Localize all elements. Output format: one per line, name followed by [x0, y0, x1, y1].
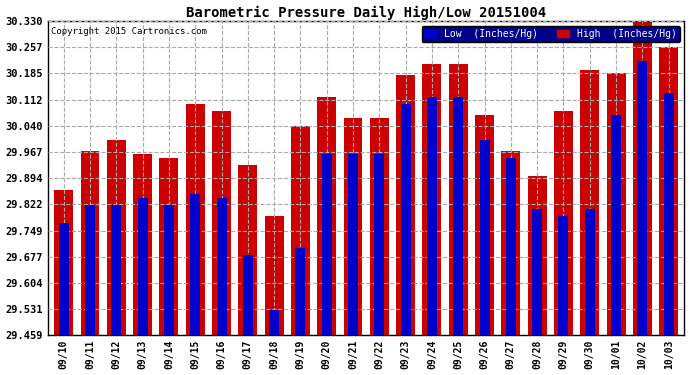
Bar [243, 255, 253, 335]
Bar [638, 61, 647, 335]
Bar [111, 205, 121, 335]
Bar [584, 209, 595, 335]
Bar [611, 115, 621, 335]
Bar [133, 154, 152, 335]
Bar [480, 140, 489, 335]
Bar [107, 140, 126, 335]
Bar [269, 310, 279, 335]
Bar [427, 97, 437, 335]
Legend: Low  (Inches/Hg), High  (Inches/Hg): Low (Inches/Hg), High (Inches/Hg) [422, 26, 680, 42]
Bar [453, 97, 463, 335]
Bar [558, 216, 569, 335]
Bar [291, 126, 310, 335]
Bar [217, 198, 226, 335]
Bar [528, 176, 546, 335]
Bar [190, 194, 200, 335]
Bar [317, 97, 336, 335]
Bar [448, 64, 468, 335]
Bar [55, 190, 73, 335]
Bar [159, 158, 179, 335]
Bar [475, 115, 494, 335]
Bar [295, 248, 306, 335]
Bar [348, 154, 358, 335]
Title: Barometric Pressure Daily High/Low 20151004: Barometric Pressure Daily High/Low 20151… [186, 6, 546, 20]
Bar [265, 216, 284, 335]
Bar [422, 64, 442, 335]
Bar [532, 209, 542, 335]
Bar [502, 151, 520, 335]
Bar [370, 118, 388, 335]
Bar [401, 104, 411, 335]
Bar [212, 111, 231, 335]
Bar [396, 75, 415, 335]
Text: Copyright 2015 Cartronics.com: Copyright 2015 Cartronics.com [51, 27, 207, 36]
Bar [137, 198, 148, 335]
Bar [659, 47, 678, 335]
Bar [186, 104, 205, 335]
Bar [664, 93, 673, 335]
Bar [607, 73, 626, 335]
Bar [375, 154, 384, 335]
Bar [164, 205, 174, 335]
Bar [633, 21, 652, 335]
Bar [506, 158, 516, 335]
Bar [85, 205, 95, 335]
Bar [554, 111, 573, 335]
Bar [580, 70, 599, 335]
Bar [238, 165, 257, 335]
Bar [344, 118, 362, 335]
Bar [59, 223, 69, 335]
Bar [81, 151, 99, 335]
Bar [322, 154, 332, 335]
